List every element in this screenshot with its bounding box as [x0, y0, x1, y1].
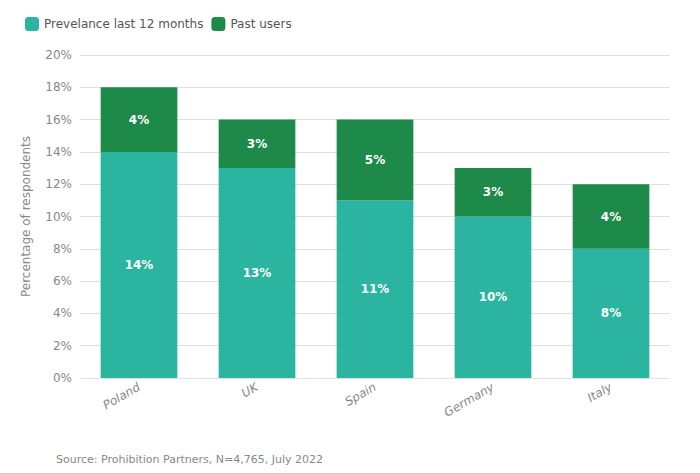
svg-text:Italy: Italy: [585, 379, 615, 405]
svg-text:3%: 3%: [483, 185, 503, 199]
svg-text:Past users: Past users: [230, 17, 291, 31]
svg-text:12%: 12%: [45, 177, 72, 191]
svg-text:8%: 8%: [601, 306, 621, 320]
svg-text:10%: 10%: [45, 210, 72, 224]
svg-text:Prevelance last 12 months: Prevelance last 12 months: [44, 17, 203, 31]
svg-text:Germany: Germany: [442, 379, 498, 419]
svg-text:0%: 0%: [53, 371, 72, 385]
svg-text:14%: 14%: [45, 145, 72, 159]
svg-text:13%: 13%: [243, 266, 272, 280]
svg-text:Source: Prohibition Partners,: Source: Prohibition Partners, N=4,765, J…: [56, 453, 323, 466]
svg-text:4%: 4%: [129, 113, 149, 127]
svg-text:2%: 2%: [53, 339, 72, 353]
svg-text:11%: 11%: [361, 282, 390, 296]
svg-text:20%: 20%: [45, 48, 72, 62]
svg-text:Percentage of respondents: Percentage of respondents: [19, 136, 33, 297]
svg-text:8%: 8%: [53, 242, 72, 256]
svg-text:3%: 3%: [247, 137, 267, 151]
svg-text:4%: 4%: [53, 306, 72, 320]
svg-text:4%: 4%: [601, 210, 621, 224]
svg-text:Spain: Spain: [343, 380, 379, 409]
svg-text:18%: 18%: [45, 80, 72, 94]
svg-text:Poland: Poland: [100, 380, 142, 413]
svg-text:5%: 5%: [365, 153, 385, 167]
svg-text:6%: 6%: [53, 274, 72, 288]
svg-text:10%: 10%: [479, 290, 508, 304]
svg-text:16%: 16%: [45, 113, 72, 127]
svg-text:14%: 14%: [125, 258, 154, 272]
svg-text:UK: UK: [239, 379, 261, 400]
